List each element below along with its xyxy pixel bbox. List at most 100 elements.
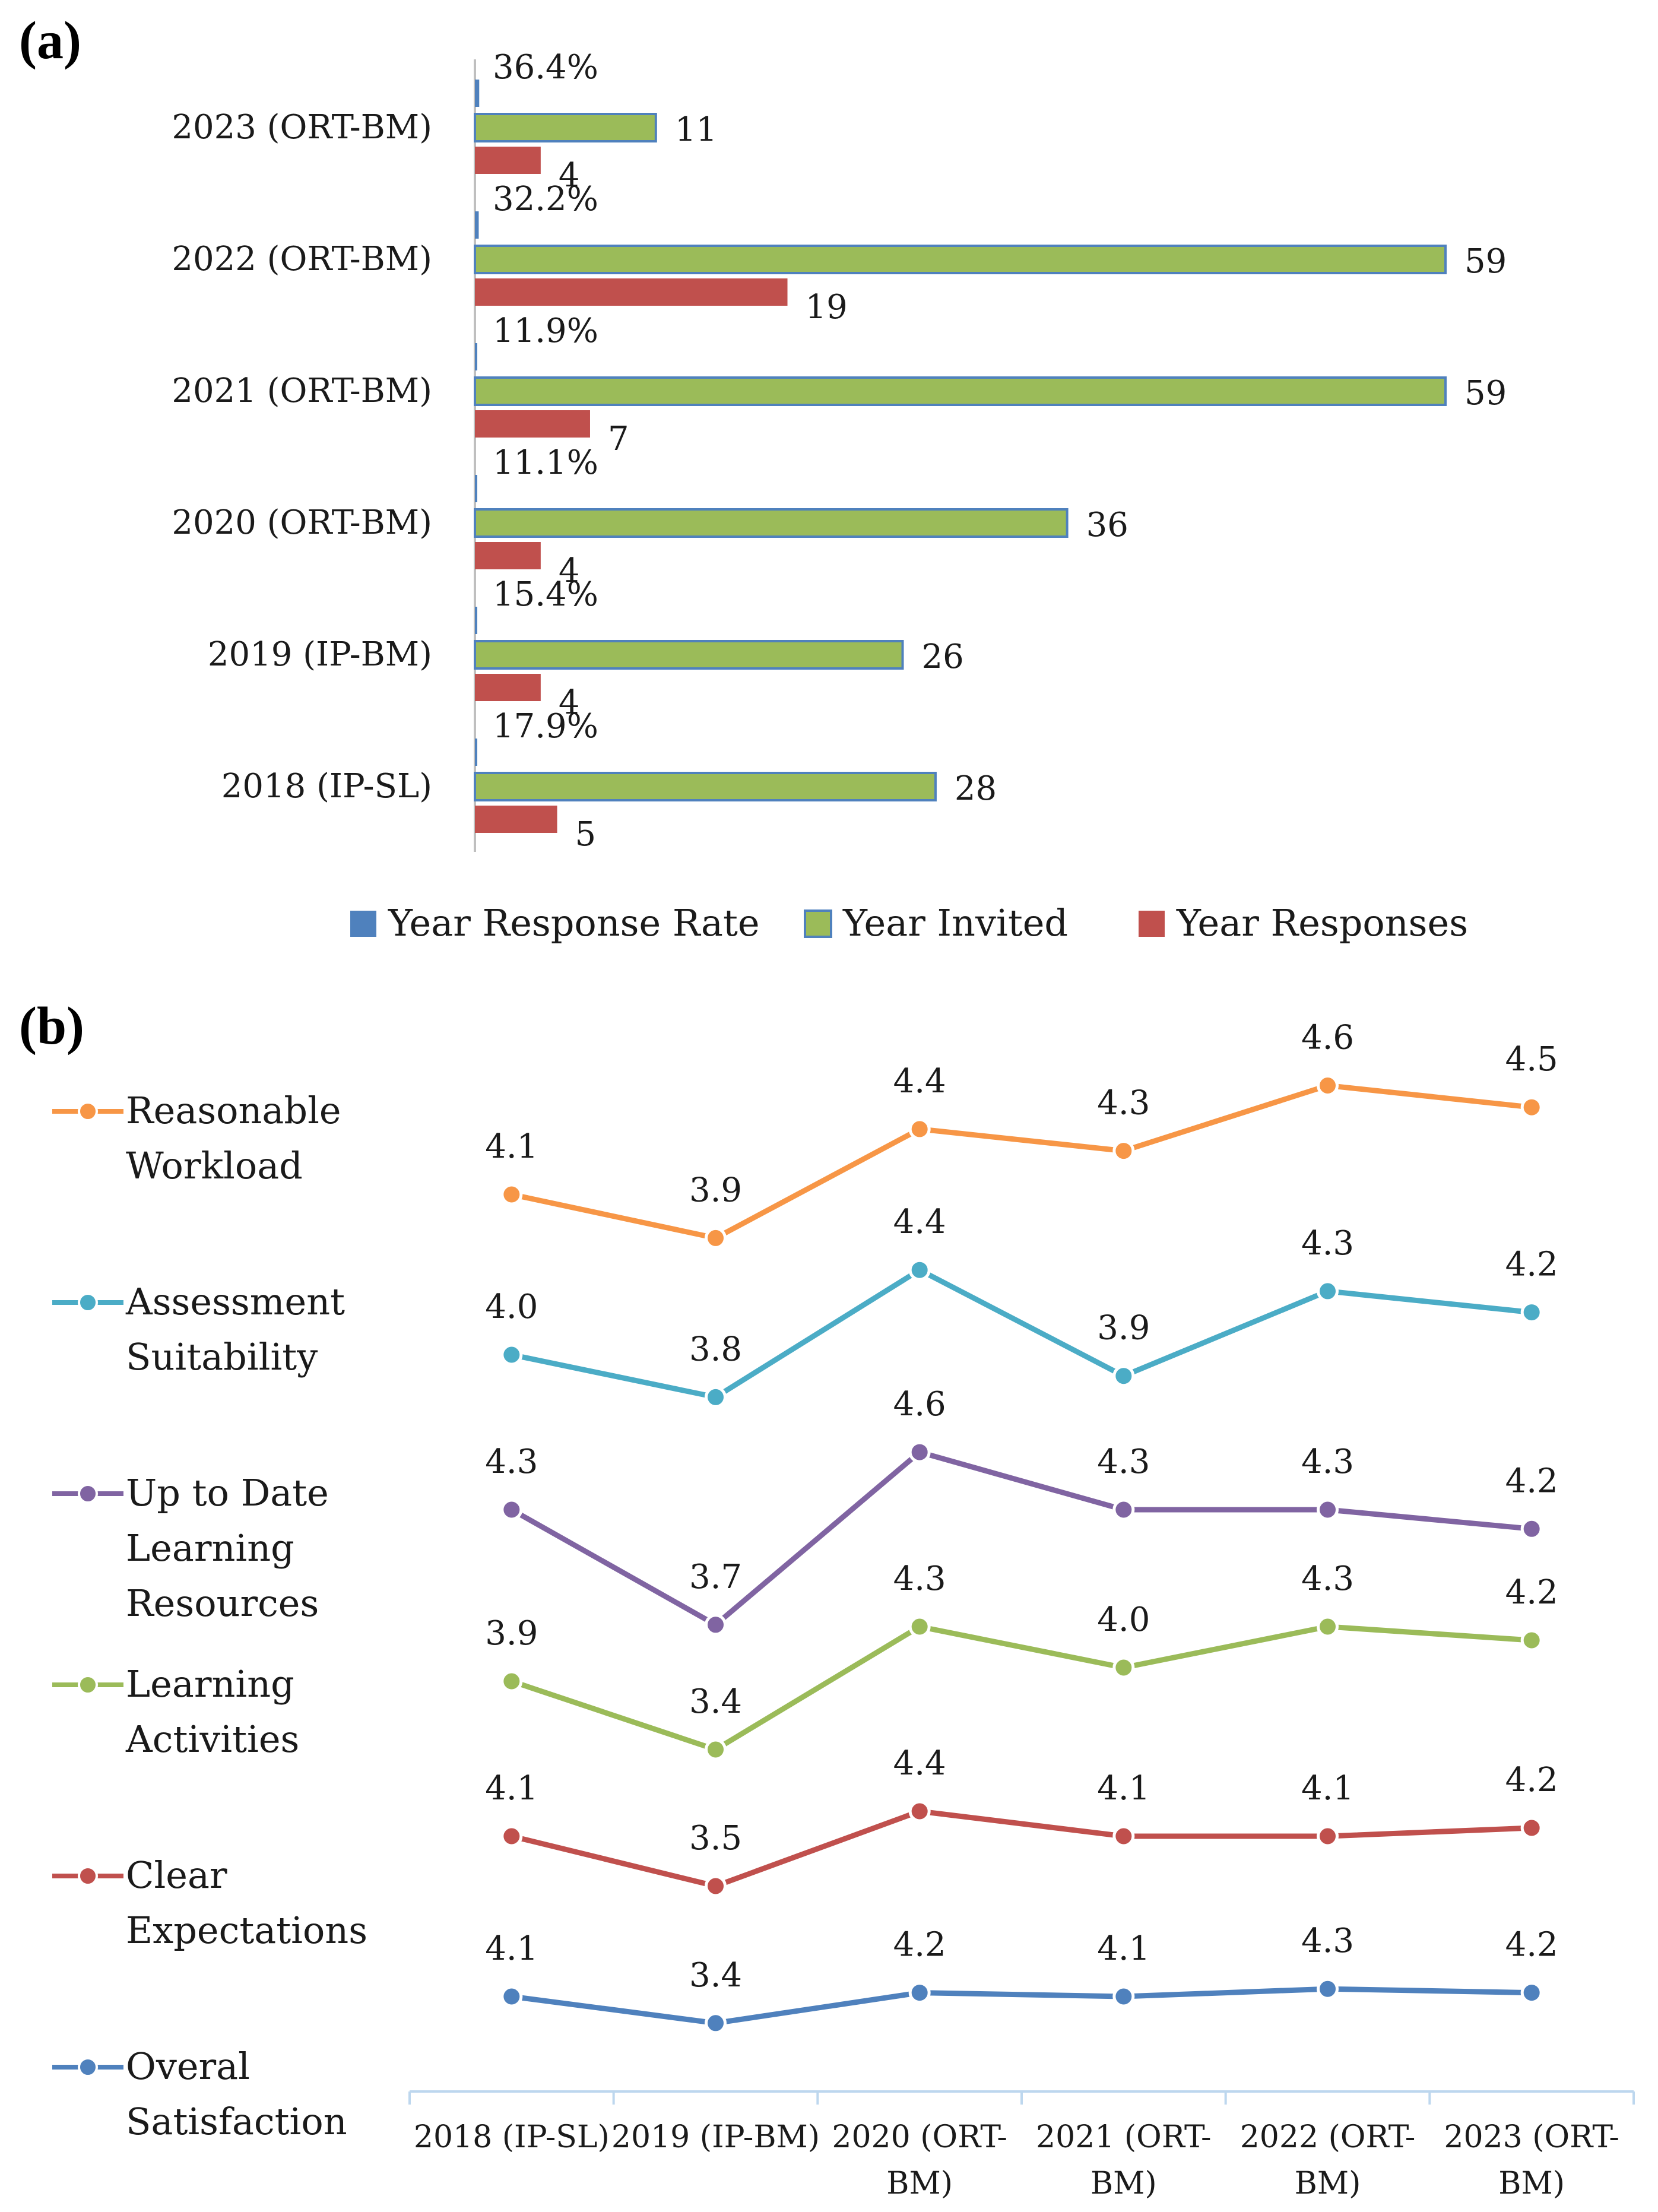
data-point: [1112, 1825, 1135, 1847]
bar-year-response-rate: [475, 343, 477, 370]
data-label: 4.2: [1505, 1246, 1558, 1284]
legend-swatch: [350, 911, 376, 937]
legend-label: Expectations: [126, 1909, 367, 1952]
bar-year-invited: [474, 376, 1447, 406]
x-tick-label: BM): [1295, 2166, 1361, 2201]
bar-year-responses: [475, 410, 590, 438]
data-point: [1112, 1140, 1135, 1162]
data-label: 3.4: [689, 1956, 742, 1995]
data-label: 3.9: [689, 1171, 742, 1209]
legend-label: Activities: [125, 1717, 299, 1761]
data-point: [908, 1441, 931, 1463]
legend-marker: [78, 1101, 98, 1121]
legend-swatch: [1139, 911, 1165, 937]
data-label: 4.3: [893, 1560, 946, 1598]
data-point: [500, 1183, 523, 1206]
bar-year-responses: [475, 542, 541, 569]
category-label: 2021 (ORT-BM): [172, 372, 432, 410]
data-point: [705, 1738, 727, 1761]
bar-year-response-rate: [475, 211, 479, 239]
data-label: 17.9%: [493, 707, 598, 746]
bar-year-invited: [474, 772, 937, 801]
data-label: 3.8: [689, 1330, 742, 1368]
bar-year-responses: [475, 278, 788, 306]
data-label: 7: [608, 420, 629, 458]
data-point: [500, 1825, 523, 1847]
data-label: 4.6: [1301, 1019, 1354, 1057]
data-point: [1520, 1517, 1543, 1540]
data-label: 4.1: [485, 1127, 538, 1166]
bar-year-responses: [475, 674, 541, 701]
bar-year-responses: [475, 147, 541, 174]
bar-year-response-rate: [475, 739, 477, 766]
data-label: 11.9%: [493, 312, 598, 350]
data-label: 3.5: [689, 1819, 742, 1858]
data-label: 11: [675, 110, 717, 149]
data-label: 3.4: [689, 1682, 742, 1721]
legend-label: Assessment: [125, 1280, 345, 1323]
data-point: [908, 1259, 931, 1281]
data-point: [908, 1800, 931, 1823]
data-label: 4.4: [893, 1744, 946, 1783]
category-label: 2022 (ORT-BM): [172, 240, 432, 278]
legend-label: Satisfaction: [126, 2100, 347, 2143]
data-point: [500, 1343, 523, 1366]
bar-year-response-rate: [475, 80, 480, 107]
data-point: [705, 1227, 727, 1249]
series-line-overal-satisfaction: [511, 1986, 1532, 2026]
legend-marker: [78, 1292, 98, 1313]
data-label: 4.6: [893, 1385, 946, 1424]
data-label: 36.4%: [493, 48, 598, 87]
data-label: 4.4: [893, 1203, 946, 1241]
x-tick-label: 2023 (ORT-: [1444, 2119, 1619, 2155]
data-label: 4.1: [1097, 1929, 1150, 1968]
legend-label: Year Response Rate: [388, 901, 760, 945]
legend-label: Overal: [126, 2045, 250, 2088]
data-label: 4.1: [1097, 1769, 1150, 1808]
category-label: 2023 (ORT-BM): [172, 108, 432, 147]
data-point: [705, 1875, 727, 1897]
x-tick-label: 2021 (ORT-: [1036, 2119, 1212, 2155]
legend-label: Learning: [126, 1526, 294, 1570]
line-chart: 2018 (IP-SL) 2019 (IP-BM) 2020 (ORT- BM) 202…: [52, 1019, 1635, 2201]
data-label: 32.2%: [493, 180, 598, 218]
bar-year-invited: [474, 508, 1069, 538]
data-label: 11.1%: [493, 443, 598, 482]
data-label: 4.3: [1301, 1224, 1354, 1263]
data-point: [1520, 1817, 1543, 1839]
data-point: [1520, 1982, 1543, 2004]
data-label: 4: [559, 683, 580, 722]
data-point: [1112, 1365, 1135, 1387]
bar-year-response-rate: [475, 475, 477, 502]
series-line-up-to-date-learning-resources: [510, 1449, 1532, 1628]
legend-label: Learning: [126, 1662, 294, 1706]
category-label: 2020 (ORT-BM): [172, 503, 432, 542]
data-point: [908, 1982, 931, 2004]
data-label: 4.3: [485, 1443, 538, 1481]
category-label: 2019 (IP-BM): [208, 635, 432, 674]
data-point: [908, 1615, 931, 1638]
data-point: [1520, 1096, 1543, 1118]
data-label: 4.2: [893, 1926, 946, 1964]
data-point: [500, 1670, 523, 1693]
bar-chart: 2023 (ORT-BM) 2022 (ORT-BM) 2021 (ORT-BM) 2…: [172, 48, 1507, 945]
legend-label: Workload: [126, 1144, 303, 1187]
series-line-learning-activities: [511, 1624, 1532, 1753]
data-point: [705, 1614, 727, 1636]
x-tick-label: BM): [886, 2166, 953, 2201]
legend-marker: [78, 1675, 98, 1695]
data-label: 4.3: [1301, 1922, 1354, 1960]
data-label: 4.1: [1301, 1769, 1354, 1808]
data-point: [1317, 1498, 1339, 1521]
data-label: 4: [559, 552, 580, 590]
legend-label: Suitability: [126, 1335, 318, 1378]
data-label: 15.4%: [493, 575, 598, 614]
bar-year-invited: [474, 640, 904, 670]
legend-marker: [78, 1484, 98, 1504]
data-label: 4.2: [1505, 1761, 1558, 1799]
data-point: [705, 1386, 727, 1408]
data-label: 4.0: [1097, 1601, 1150, 1639]
legend-swatch: [804, 909, 832, 938]
legend-marker: [78, 1866, 98, 1886]
